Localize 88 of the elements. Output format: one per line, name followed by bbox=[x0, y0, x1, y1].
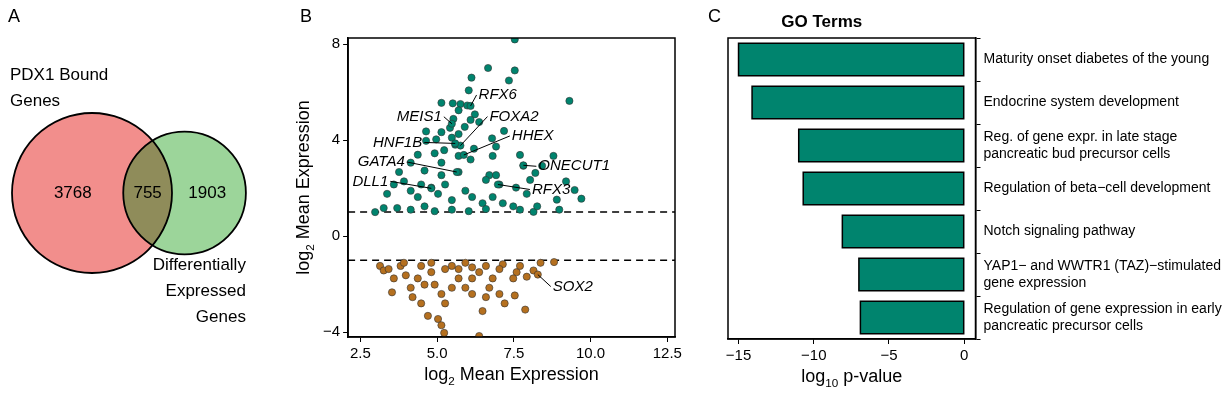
point bbox=[510, 291, 519, 300]
annotation: HHEX bbox=[511, 126, 555, 144]
point bbox=[400, 258, 408, 267]
x-tick-label: −5 bbox=[880, 346, 898, 364]
text: C bbox=[708, 5, 721, 26]
chart-title: GO Terms bbox=[781, 11, 863, 31]
point bbox=[521, 305, 530, 314]
point bbox=[434, 315, 442, 323]
point bbox=[468, 290, 477, 298]
point bbox=[468, 263, 477, 272]
y-tick-label: Regulation of gene expression in early pancreatic precursor cells bbox=[983, 299, 1222, 333]
point bbox=[441, 299, 449, 308]
x-tick-label: 5.0 bbox=[426, 344, 448, 362]
annotation: HNF1B bbox=[373, 132, 423, 150]
point bbox=[413, 274, 422, 283]
point bbox=[550, 258, 558, 266]
point bbox=[447, 283, 456, 292]
point bbox=[427, 258, 436, 267]
point bbox=[529, 266, 538, 275]
point bbox=[536, 258, 545, 267]
annotation: DLL1 bbox=[352, 171, 389, 189]
y-tick-label: 4 bbox=[331, 130, 341, 148]
point bbox=[389, 274, 398, 283]
point bbox=[430, 280, 439, 289]
annotation: SOX2 bbox=[552, 276, 594, 294]
y-axis-title: log2 Mean Expression bbox=[292, 100, 316, 275]
point bbox=[522, 272, 531, 281]
point bbox=[406, 283, 415, 292]
point bbox=[482, 293, 490, 302]
point bbox=[437, 321, 446, 330]
point bbox=[500, 299, 509, 308]
point bbox=[388, 288, 396, 297]
point bbox=[417, 299, 426, 308]
x-tick-label: 12.5 bbox=[652, 344, 682, 362]
text: A bbox=[8, 5, 21, 26]
y-tick-label: Maturity onset diabetes of the young bbox=[983, 50, 1210, 67]
y-tick-label: Regulation of beta−cell development bbox=[983, 179, 1211, 196]
y-tick-label: Reg. of gene expr. in late stage pancreatic bud precursor cells bbox=[983, 127, 1178, 161]
category-label: PDX1 Bound Genes bbox=[10, 64, 109, 110]
y-tick-label: Endocrine system development bbox=[983, 93, 1179, 110]
y-tick-label: −4 bbox=[322, 322, 341, 340]
point bbox=[516, 262, 524, 270]
annotation: MEIS1 bbox=[396, 106, 442, 124]
point bbox=[454, 265, 463, 273]
point bbox=[440, 329, 449, 337]
annotation: GATA4 bbox=[357, 152, 405, 170]
point bbox=[468, 274, 477, 283]
y-tick-label: 0 bbox=[331, 226, 341, 244]
point bbox=[417, 262, 426, 270]
x-tick-label: 10.0 bbox=[575, 344, 606, 362]
x-tick-label: −15 bbox=[725, 346, 752, 364]
point bbox=[427, 268, 436, 277]
point bbox=[475, 268, 484, 277]
x-tick-label: 7.5 bbox=[503, 344, 525, 362]
point bbox=[512, 268, 521, 277]
point bbox=[509, 274, 518, 283]
y-tick-label: YAP1− and WWTR1 (TAZ)−stimulated gene expression bbox=[983, 256, 1222, 290]
annotation: RFX6 bbox=[478, 85, 518, 103]
point bbox=[488, 274, 497, 283]
category-label: Differentially Expressed Genes bbox=[152, 254, 247, 326]
x-tick-label: 0 bbox=[960, 346, 969, 364]
data-label: 3768 bbox=[53, 182, 92, 202]
point bbox=[424, 311, 432, 320]
point bbox=[401, 271, 410, 280]
point bbox=[478, 307, 487, 315]
point bbox=[461, 283, 470, 292]
annotation: ONECUT1 bbox=[538, 156, 611, 174]
y-tick-label: 8 bbox=[331, 34, 341, 52]
point bbox=[454, 274, 463, 283]
text: B bbox=[300, 5, 313, 26]
point bbox=[485, 283, 494, 292]
point bbox=[420, 280, 429, 289]
x-tick-label: 2.5 bbox=[349, 344, 371, 362]
point bbox=[482, 262, 490, 270]
data-label: 755 bbox=[133, 182, 162, 202]
point bbox=[408, 293, 417, 302]
point bbox=[384, 265, 393, 273]
point bbox=[437, 290, 446, 298]
point bbox=[447, 262, 456, 270]
y-tick-label: Notch signaling pathway bbox=[983, 222, 1136, 239]
data-label: 1903 bbox=[188, 182, 227, 202]
annotation: FOXA2 bbox=[489, 106, 540, 124]
x-tick-label: −10 bbox=[801, 346, 827, 364]
point bbox=[495, 290, 504, 298]
point bbox=[495, 265, 504, 273]
annotation: RFX3 bbox=[531, 179, 571, 197]
point bbox=[461, 258, 470, 267]
point bbox=[441, 265, 449, 273]
